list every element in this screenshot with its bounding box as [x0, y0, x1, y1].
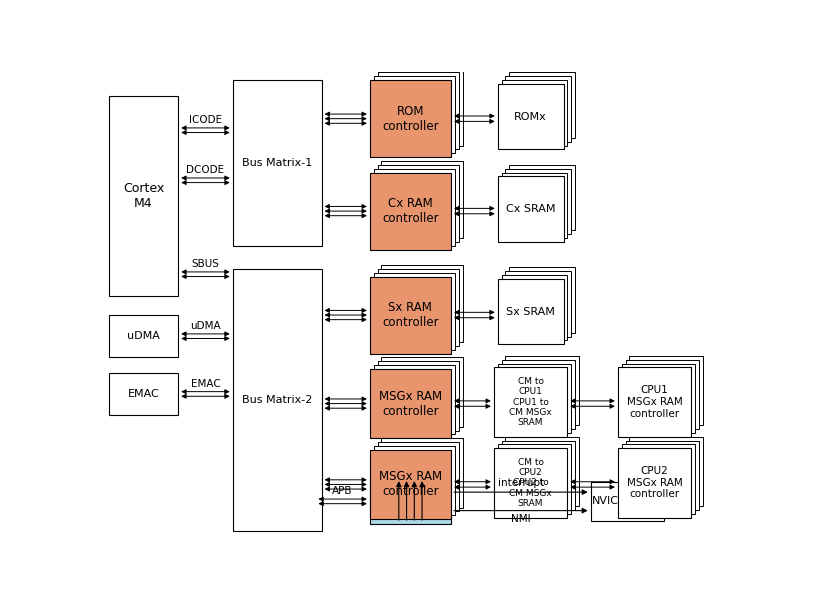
Text: DCODE: DCODE: [187, 165, 224, 175]
Bar: [233, 269, 322, 531]
Bar: [629, 437, 703, 506]
Bar: [590, 482, 664, 521]
Bar: [501, 275, 568, 341]
Text: ICODE: ICODE: [189, 115, 222, 125]
Bar: [498, 84, 563, 149]
Bar: [618, 448, 691, 518]
Bar: [501, 80, 568, 146]
Bar: [501, 360, 575, 429]
Text: Cx RAM
controller: Cx RAM controller: [382, 197, 439, 225]
Text: EMAC: EMAC: [191, 379, 220, 388]
Text: interrupt: interrupt: [498, 478, 544, 488]
Bar: [622, 445, 695, 513]
Bar: [626, 360, 699, 429]
Bar: [494, 448, 568, 518]
Text: CPU2
MSGx RAM
controller: CPU2 MSGx RAM controller: [627, 466, 682, 500]
Bar: [382, 265, 463, 342]
Bar: [498, 445, 571, 513]
Text: NMI: NMI: [511, 515, 531, 524]
Bar: [626, 440, 699, 510]
Bar: [369, 173, 451, 249]
Bar: [505, 169, 571, 234]
Bar: [109, 315, 179, 358]
Bar: [382, 69, 463, 146]
Text: APB: APB: [333, 486, 353, 496]
Text: 1.RAM Test
2. Error Log: 1.RAM Test 2. Error Log: [378, 490, 443, 512]
Text: Cortex
M4: Cortex M4: [123, 182, 164, 210]
Bar: [378, 269, 459, 346]
Bar: [505, 271, 571, 336]
Text: SBUS: SBUS: [192, 259, 219, 269]
Text: NVIC/NMIWD: NVIC/NMIWD: [591, 496, 663, 506]
Bar: [501, 173, 568, 238]
Text: MSGx RAM
controller: MSGx RAM controller: [379, 390, 442, 417]
Text: CPU1
MSGx RAM
controller: CPU1 MSGx RAM controller: [627, 385, 682, 419]
Text: uDMA: uDMA: [190, 321, 221, 331]
Bar: [629, 356, 703, 425]
Text: Sx SRAM: Sx SRAM: [506, 307, 555, 316]
Bar: [378, 165, 459, 242]
Text: ROMx: ROMx: [514, 112, 547, 122]
Bar: [498, 279, 563, 344]
Bar: [369, 80, 451, 157]
Bar: [501, 440, 575, 510]
Bar: [373, 272, 455, 350]
Bar: [382, 161, 463, 238]
Text: Sx RAM
controller: Sx RAM controller: [382, 301, 439, 329]
Bar: [505, 356, 579, 425]
Bar: [509, 165, 575, 230]
Bar: [509, 268, 575, 333]
Bar: [622, 364, 695, 433]
Bar: [382, 439, 463, 507]
Text: Cx SRAM: Cx SRAM: [506, 204, 555, 214]
Bar: [618, 367, 691, 437]
Bar: [369, 369, 451, 439]
Bar: [498, 364, 571, 433]
Text: MSGx RAM
controller: MSGx RAM controller: [379, 471, 442, 498]
Bar: [505, 76, 571, 142]
Bar: [382, 358, 463, 426]
Text: CM to
CPU1
CPU1 to
CM MSGx
SRAM: CM to CPU1 CPU1 to CM MSGx SRAM: [509, 377, 552, 428]
Bar: [509, 72, 575, 138]
Bar: [109, 95, 179, 296]
Bar: [505, 437, 579, 506]
Bar: [233, 80, 322, 246]
Bar: [373, 76, 455, 153]
Bar: [369, 277, 451, 353]
Bar: [373, 365, 455, 434]
Bar: [373, 446, 455, 515]
Bar: [378, 72, 459, 149]
Bar: [378, 442, 459, 512]
Text: EMAC: EMAC: [128, 389, 160, 399]
Text: uDMA: uDMA: [127, 331, 160, 341]
Text: Bus Matrix-1: Bus Matrix-1: [242, 158, 312, 168]
Text: Bus Matrix-2: Bus Matrix-2: [242, 395, 312, 405]
Text: CM to
CPU2
CPU2 to
CM MSGx
SRAM: CM to CPU2 CPU2 to CM MSGx SRAM: [509, 458, 552, 508]
Bar: [378, 361, 459, 431]
Bar: [369, 450, 451, 519]
Bar: [373, 169, 455, 246]
Bar: [109, 373, 179, 415]
Bar: [369, 478, 451, 524]
Bar: [494, 367, 568, 437]
Text: ROM
controller: ROM controller: [382, 104, 439, 133]
Bar: [498, 176, 563, 242]
